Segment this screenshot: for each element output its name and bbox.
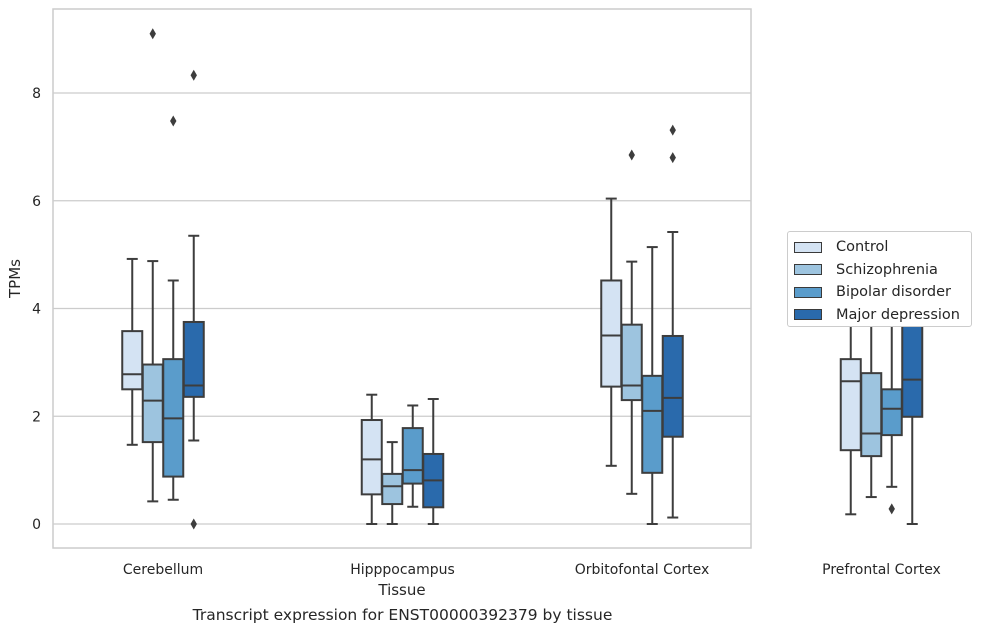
legend-item: Schizophrenia	[788, 259, 971, 282]
legend: Control Schizophrenia Bipolar disorder Majo…	[787, 231, 972, 327]
plot-frame	[52, 8, 752, 549]
box-iqr	[600, 279, 623, 388]
box-iqr	[360, 419, 383, 496]
y-tick-label: 4	[32, 302, 41, 318]
box-iqr	[839, 358, 862, 452]
y-tick-label: 8	[32, 86, 41, 102]
legend-item: Bipolar disorder	[788, 281, 971, 304]
y-tick-label: 0	[32, 517, 41, 533]
x-tick-label: Cerebellum	[123, 562, 203, 578]
figure-caption: Transcript expression for ENST0000039237…	[192, 606, 613, 624]
outlier-point	[170, 115, 177, 127]
box-iqr	[880, 388, 903, 437]
x-tick-label: Prefrontal Cortex	[822, 562, 941, 578]
box-major-depression-1	[422, 398, 445, 525]
legend-label: Control	[836, 239, 889, 256]
x-axis-label: Tissue	[377, 581, 425, 599]
box-bipolar-disorder-3	[880, 322, 903, 515]
box-iqr	[901, 323, 924, 418]
box-control-0	[121, 257, 144, 446]
box-iqr	[401, 427, 424, 485]
box-iqr	[381, 472, 404, 506]
outlier-point	[669, 152, 676, 164]
box-iqr	[182, 320, 205, 398]
box-schizophrenia-2	[620, 149, 643, 495]
y-axis-label: TPMs	[6, 259, 24, 299]
box-control-2	[600, 197, 623, 467]
outlier-point	[190, 518, 197, 530]
box-bipolar-disorder-0	[162, 115, 185, 501]
box-iqr	[121, 330, 144, 391]
box-bipolar-disorder-1	[401, 404, 424, 508]
legend-label: Schizophrenia	[836, 261, 938, 278]
outlier-point	[149, 28, 156, 40]
y-tick-label: 6	[32, 194, 41, 210]
box-schizophrenia-1	[381, 441, 404, 525]
box-iqr	[641, 374, 664, 474]
x-tick-label: Hipppocampus	[350, 562, 455, 578]
box-major-depression-2	[661, 124, 684, 519]
box-iqr	[860, 372, 883, 458]
outlier-point	[190, 69, 197, 81]
box-iqr	[141, 363, 164, 444]
box-iqr	[620, 323, 643, 402]
legend-swatch	[794, 286, 822, 298]
box-control-3	[839, 297, 862, 516]
legend-label: Bipolar disorder	[836, 284, 951, 301]
legend-swatch	[794, 264, 822, 276]
x-tick-label: Orbitofontal Cortex	[575, 562, 710, 578]
legend-item: Control	[788, 236, 971, 259]
outlier-point	[669, 124, 676, 136]
box-control-1	[360, 393, 383, 525]
legend-label: Major depression	[836, 306, 960, 323]
outlier-point	[628, 149, 635, 161]
legend-swatch	[794, 241, 822, 253]
outlier-point	[888, 503, 895, 515]
box-iqr	[661, 334, 684, 438]
legend-swatch	[794, 309, 822, 321]
legend-item: Major depression	[788, 304, 971, 327]
box-major-depression-0	[182, 69, 205, 530]
y-tick-label: 2	[32, 409, 41, 425]
